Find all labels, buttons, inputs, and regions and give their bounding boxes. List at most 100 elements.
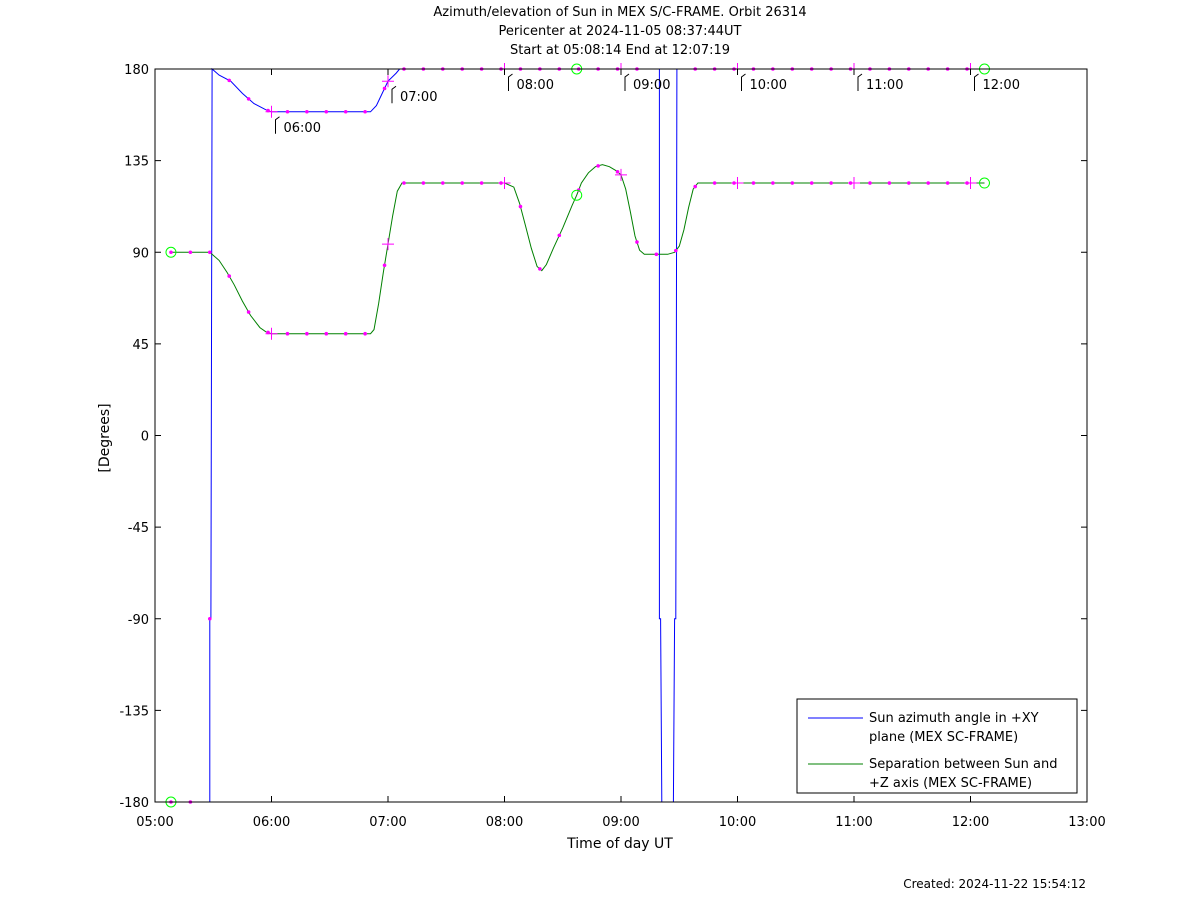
data-point-marker (305, 109, 309, 114)
data-point-marker (557, 233, 562, 238)
legend-entry-label: Sun azimuth angle in +XY (869, 711, 1039, 726)
hour-annotation-label: 07:00 (400, 90, 437, 105)
data-point-marker (945, 181, 950, 185)
hour-annotation-label: 10:00 (750, 78, 787, 93)
x-tick-label: 07:00 (369, 815, 406, 830)
data-point-marker (751, 181, 756, 185)
data-point-marker (402, 181, 406, 185)
x-tick-label: 11:00 (835, 815, 872, 830)
hour-cross-marker (615, 168, 627, 181)
hour-cross-marker (382, 238, 394, 251)
data-point-marker (479, 181, 484, 185)
hour-cross-marker (382, 75, 394, 88)
hour-annotation-label: 09:00 (633, 78, 670, 93)
data-point-marker (324, 331, 329, 336)
hour-cross-marker (265, 105, 278, 118)
hour-annotation-tick (741, 73, 746, 91)
hour-annotation-tick (974, 73, 979, 91)
hour-cross-marker (731, 177, 744, 190)
data-point-marker (809, 181, 814, 185)
data-point-marker (188, 250, 193, 255)
data-point-marker (673, 248, 678, 253)
data-point-marker (343, 331, 348, 336)
y-tick-label: 180 (124, 63, 149, 78)
y-tick-label: 135 (124, 155, 149, 170)
hour-annotation-tick (508, 73, 513, 91)
data-point-marker (227, 78, 232, 83)
data-point-marker (363, 109, 367, 114)
data-point-marker (285, 109, 290, 114)
hour-cross-marker (964, 177, 977, 190)
axes-layer: 180 135 90 45 0 -45 -90 -135 -180 05:00 06:00 07:00… (119, 63, 1105, 830)
data-point-marker (926, 181, 931, 185)
hour-annotation-tick (624, 73, 630, 91)
hour-cross-marker (498, 177, 511, 190)
x-tick-label: 05:00 (136, 815, 173, 830)
data-point-marker (246, 97, 251, 101)
data-point-marker (460, 181, 465, 185)
data-point-marker (615, 170, 620, 174)
legend-entry-label: +Z axis (MEX SC-FRAME) (869, 776, 1032, 791)
created-timestamp: Created: 2024-11-22 15:54:12 (903, 877, 1086, 891)
y-tick-label: 0 (141, 430, 149, 445)
x-tick-label: 08:00 (486, 815, 523, 830)
x-tick-label: 09:00 (602, 815, 639, 830)
y-tick-label: 45 (132, 338, 149, 353)
y-tick-label: -45 (128, 521, 149, 536)
data-point-marker (868, 181, 872, 185)
hour-annotation-label: 08:00 (517, 78, 554, 93)
data-point-marker (829, 181, 833, 185)
series-layer (171, 67, 985, 803)
y-tick-label: -135 (119, 704, 149, 719)
hour-cross-marker (848, 177, 860, 190)
data-point-marker (285, 331, 290, 336)
data-point-marker (440, 181, 445, 185)
data-point-marker (906, 181, 911, 185)
data-point-marker (363, 331, 367, 336)
hour-annotation-label: 06:00 (284, 121, 321, 136)
data-point-marker (693, 184, 698, 189)
hour-annotation-tick (391, 85, 397, 104)
data-point-marker (305, 331, 309, 336)
legend-entry-label: Separation between Sun and (869, 757, 1057, 772)
data-point-marker (712, 181, 717, 185)
data-point-marker (887, 181, 892, 185)
azimuth-series-line (171, 67, 985, 803)
chart-title-line-1: Azimuth/elevation of Sun in MEX S/C-FRAM… (433, 5, 807, 20)
x-tick-label: 13:00 (1068, 815, 1105, 830)
data-point-marker (790, 181, 795, 185)
markers-layer (165, 63, 990, 808)
data-point-marker (382, 263, 387, 268)
legend-box (796, 698, 1078, 794)
event-circle-marker (571, 189, 583, 201)
chart-title-line-2: Pericenter at 2024-11-05 08:37:44UT (498, 24, 742, 39)
data-point-marker (169, 250, 173, 255)
y-tick-label: 90 (132, 246, 149, 261)
x-tick-label: 06:00 (253, 815, 290, 830)
data-point-marker (207, 250, 212, 255)
legend: Sun azimuth angle in +XY plane (MEX SC-FR… (796, 698, 1078, 794)
data-point-marker (421, 181, 426, 185)
data-point-marker (596, 164, 600, 168)
data-point-marker (227, 274, 232, 278)
data-point-marker (382, 86, 387, 91)
separation-series-line (171, 164, 985, 335)
hour-annotations-layer: 06:00 07:00 08:00 09:00 10:00 11:00 12:00 (275, 73, 1020, 136)
legend-entry-label: plane (MEX SC-FRAME) (869, 730, 1018, 745)
data-point-marker (246, 310, 251, 314)
data-point-marker (343, 109, 348, 114)
data-point-marker (207, 616, 212, 621)
chart-title-line-3: Start at 05:08:14 End at 12:07:19 (509, 43, 731, 58)
hour-cross-marker (265, 327, 278, 340)
data-point-marker (324, 109, 329, 114)
x-tick-label: 10:00 (719, 815, 756, 830)
hour-annotation-tick (857, 73, 863, 91)
event-circle-marker (978, 177, 990, 189)
y-tick-label: -90 (128, 613, 149, 628)
x-tick-label: 12:00 (952, 815, 989, 830)
event-circle-marker (165, 246, 177, 258)
data-point-marker (538, 267, 542, 271)
data-point-marker (635, 240, 639, 244)
data-point-marker (518, 204, 523, 209)
